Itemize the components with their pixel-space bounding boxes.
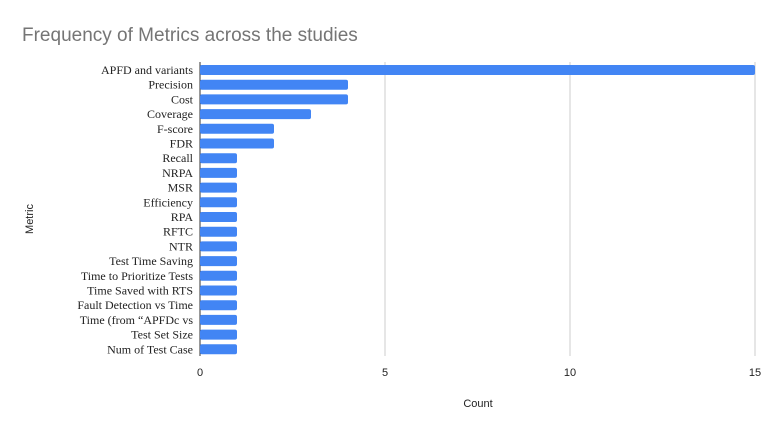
bar	[200, 270, 237, 281]
category-label: RFTC	[163, 225, 193, 239]
category-label: NTR	[169, 239, 193, 253]
bar	[200, 226, 237, 237]
bar	[200, 109, 311, 120]
x-axis-title: Count	[463, 398, 492, 410]
gridlines	[199, 62, 756, 356]
bar	[200, 212, 237, 222]
bar	[200, 167, 237, 178]
bar	[200, 182, 237, 193]
category-label: RPA	[171, 210, 194, 224]
bar	[200, 314, 237, 325]
category-label: Cost	[171, 92, 194, 106]
category-label: Time (from “APFDc vs	[80, 313, 194, 327]
x-tick-label: 10	[564, 367, 576, 379]
category-label: NRPA	[162, 166, 193, 180]
category-label: Recall	[162, 151, 193, 165]
x-tick-labels: 0 5 10 15	[197, 367, 761, 379]
category-label: Test Time Saving	[109, 254, 193, 268]
bars	[200, 65, 755, 355]
bar	[200, 138, 274, 149]
category-label: FDR	[170, 137, 193, 151]
bar	[200, 285, 237, 296]
category-label: Precision	[148, 78, 193, 92]
x-tick-label: 5	[382, 367, 388, 379]
x-tick-label: 0	[197, 367, 203, 379]
bar	[200, 300, 237, 311]
bar	[200, 344, 237, 355]
category-label: Efficiency	[143, 195, 193, 209]
y-axis-title: Metric	[24, 204, 36, 234]
bar	[200, 256, 237, 267]
category-label: MSR	[168, 181, 193, 195]
category-label: Time to Prioritize Tests	[81, 269, 193, 283]
bar	[200, 123, 274, 134]
x-tick-label: 15	[749, 367, 761, 379]
category-label: Num of Test Case	[107, 342, 193, 356]
bar	[200, 241, 237, 252]
category-label: Time Saved with RTS	[87, 284, 193, 298]
chart-title: Frequency of Metrics across the studies	[22, 25, 358, 46]
category-label: Test Set Size	[131, 328, 193, 342]
category-labels: APFD and variantsPrecisionCostCoverageF-…	[77, 63, 193, 356]
bar	[200, 329, 237, 340]
category-label: Coverage	[147, 107, 193, 121]
bar	[200, 94, 348, 105]
category-label: APFD and variants	[101, 63, 193, 77]
bar	[200, 153, 237, 164]
bar	[200, 79, 348, 90]
category-label: F-score	[157, 122, 193, 136]
category-label: Fault Detection vs Time	[77, 298, 193, 312]
bar	[200, 197, 237, 208]
bar	[200, 65, 755, 75]
